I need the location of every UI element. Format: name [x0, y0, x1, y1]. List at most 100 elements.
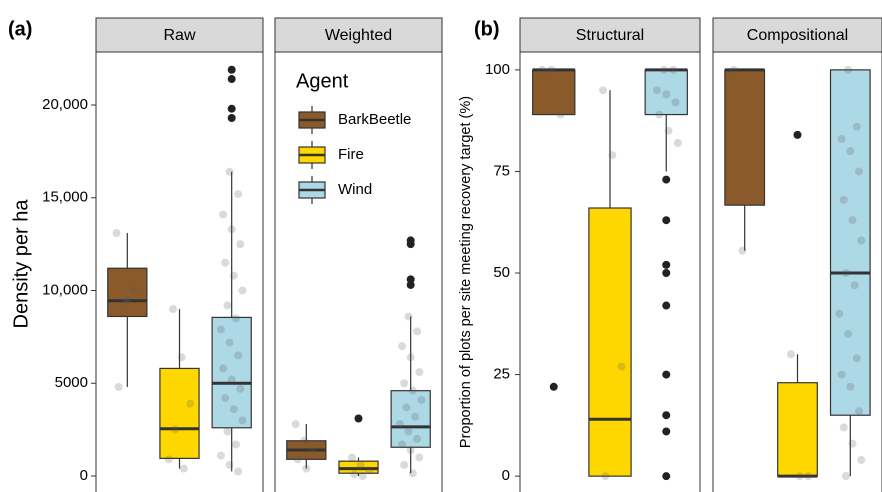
- point: [855, 407, 864, 416]
- point: [400, 460, 409, 469]
- point: [844, 65, 853, 74]
- point: [164, 455, 173, 464]
- point: [177, 353, 186, 362]
- point: [293, 455, 302, 464]
- box: [532, 69, 576, 116]
- outlier: [662, 175, 671, 184]
- outlier: [662, 216, 671, 225]
- point: [408, 469, 417, 478]
- point: [844, 329, 853, 338]
- y-tick-label: 100: [485, 61, 510, 78]
- point: [350, 470, 359, 479]
- point: [410, 412, 419, 421]
- legend-label: BarkBeetle: [338, 111, 411, 128]
- point: [236, 240, 245, 249]
- y-tick-label: 10,000: [42, 281, 88, 298]
- point: [308, 446, 317, 455]
- point: [234, 351, 243, 360]
- point: [171, 425, 180, 434]
- point: [538, 65, 547, 74]
- y-axis-label: Density per ha: [10, 199, 32, 329]
- point: [216, 451, 225, 460]
- point: [601, 472, 610, 481]
- point: [404, 427, 413, 436]
- legend-label: Wind: [338, 181, 372, 198]
- panel-label: (b): [474, 18, 500, 40]
- point: [227, 375, 236, 384]
- box: [588, 207, 632, 477]
- point: [669, 65, 678, 74]
- point: [617, 362, 626, 371]
- y-tick-label: 75: [493, 162, 510, 179]
- point: [236, 384, 245, 393]
- strip-title: Raw: [163, 27, 195, 44]
- point: [229, 271, 238, 280]
- point: [406, 446, 415, 455]
- point: [112, 228, 121, 237]
- strip: [95, 17, 264, 53]
- outlier: [227, 75, 236, 84]
- point: [223, 427, 232, 436]
- point: [846, 147, 855, 156]
- point: [291, 420, 300, 429]
- point: [857, 236, 866, 245]
- point: [169, 305, 178, 314]
- point: [229, 405, 238, 414]
- point: [179, 464, 188, 473]
- strip: [274, 17, 443, 53]
- point: [300, 436, 309, 445]
- outlier: [793, 130, 802, 139]
- point: [356, 460, 365, 469]
- point: [599, 86, 608, 95]
- strip-title: Weighted: [325, 27, 392, 44]
- outlier: [227, 65, 236, 74]
- point: [219, 364, 228, 373]
- point: [358, 472, 367, 481]
- point: [659, 65, 668, 74]
- point: [398, 342, 407, 351]
- point: [837, 134, 846, 143]
- outlier: [354, 414, 363, 423]
- point: [348, 453, 357, 462]
- point: [837, 370, 846, 379]
- point: [129, 286, 138, 295]
- point: [123, 295, 132, 304]
- outlier: [227, 104, 236, 113]
- y-axis-label: Proportion of plots per site meeting rec…: [458, 96, 474, 448]
- outlier: [662, 260, 671, 269]
- point: [673, 139, 682, 148]
- box: [107, 267, 148, 318]
- point: [547, 65, 556, 74]
- strip: [712, 17, 882, 53]
- box: [777, 382, 818, 477]
- outlier: [227, 113, 236, 122]
- outlier: [406, 275, 415, 284]
- point: [848, 216, 857, 225]
- point: [221, 258, 230, 267]
- point: [408, 386, 417, 395]
- box: [159, 367, 200, 459]
- point: [216, 325, 225, 334]
- legend-label: Fire: [338, 146, 364, 163]
- y-tick-label: 0: [502, 467, 510, 484]
- point: [238, 286, 247, 295]
- point: [302, 464, 311, 473]
- point: [225, 460, 234, 469]
- point: [738, 246, 747, 255]
- box: [829, 69, 871, 416]
- point: [114, 382, 123, 391]
- point: [850, 281, 859, 290]
- strip-title: Structural: [576, 27, 644, 44]
- legend-title: Agent: [296, 70, 349, 92]
- point: [402, 403, 411, 412]
- box: [390, 390, 431, 448]
- point: [121, 297, 130, 306]
- point: [857, 455, 866, 464]
- point: [608, 151, 617, 160]
- point: [662, 90, 671, 99]
- y-tick-label: 15,000: [42, 189, 88, 206]
- point: [365, 466, 374, 475]
- point: [729, 65, 738, 74]
- outlier: [406, 280, 415, 289]
